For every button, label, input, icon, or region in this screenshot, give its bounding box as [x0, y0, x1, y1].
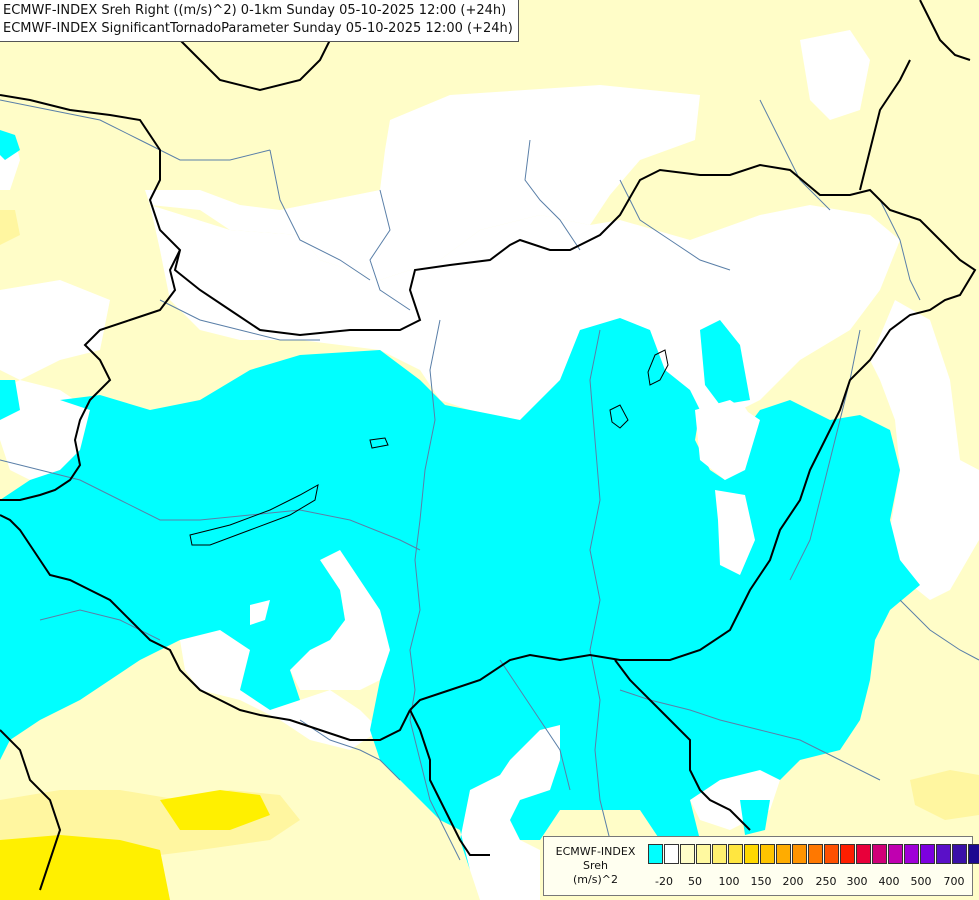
legend-tick-label: 50 [688, 875, 702, 888]
legend-title: ECMWF-INDEX Sreh (m/s)^2 [548, 845, 643, 887]
legend-swatch [728, 844, 743, 864]
legend-swatch [936, 844, 951, 864]
legend-swatch [952, 844, 967, 864]
legend-swatch [888, 844, 903, 864]
legend-swatch [968, 844, 979, 864]
legend-swatch [664, 844, 679, 864]
legend-ticks: -20 50 100 150 200 250 300 400 500 700 [642, 875, 972, 891]
legend-swatch [776, 844, 791, 864]
legend-swatch [744, 844, 759, 864]
legend-swatch [840, 844, 855, 864]
legend-swatch [904, 844, 919, 864]
legend-swatch [792, 844, 807, 864]
legend-swatch [712, 844, 727, 864]
legend-swatch [680, 844, 695, 864]
legend-swatch [648, 844, 663, 864]
color-legend: ECMWF-INDEX Sreh (m/s)^2 -20 50 100 150 200 2… [543, 836, 979, 896]
legend-line-2: Sreh [582, 859, 608, 872]
cyan-zone [0, 130, 920, 870]
yellow-zone [0, 210, 979, 900]
legend-tick-label: 100 [718, 875, 740, 888]
legend-tick-label: 700 [943, 875, 965, 888]
title-line-2: ECMWF-INDEX SignificantTornadoParameter … [3, 21, 513, 36]
map-title: ECMWF-INDEX Sreh Right ((m/s)^2) 0-1km S… [0, 0, 519, 42]
legend-tick-label: 400 [878, 875, 900, 888]
legend-swatch [920, 844, 935, 864]
title-line-1: ECMWF-INDEX Sreh Right ((m/s)^2) 0-1km S… [3, 3, 507, 18]
legend-swatch [808, 844, 823, 864]
legend-tick-label: 500 [910, 875, 932, 888]
legend-tick-label: 300 [846, 875, 868, 888]
legend-swatch [760, 844, 775, 864]
lake-outlines [189, 349, 669, 546]
legend-swatch [872, 844, 887, 864]
legend-line-3: (m/s)^2 [573, 873, 618, 886]
legend-tick-label: -20 [655, 875, 673, 888]
legend-line-1: ECMWF-INDEX [555, 845, 636, 858]
legend-tick-label: 200 [782, 875, 804, 888]
legend-tick-label: 150 [750, 875, 772, 888]
legend-swatch [824, 844, 839, 864]
legend-swatch [696, 844, 711, 864]
legend-tick-label: 250 [815, 875, 837, 888]
legend-swatch [856, 844, 871, 864]
legend-color-bar [648, 844, 979, 866]
